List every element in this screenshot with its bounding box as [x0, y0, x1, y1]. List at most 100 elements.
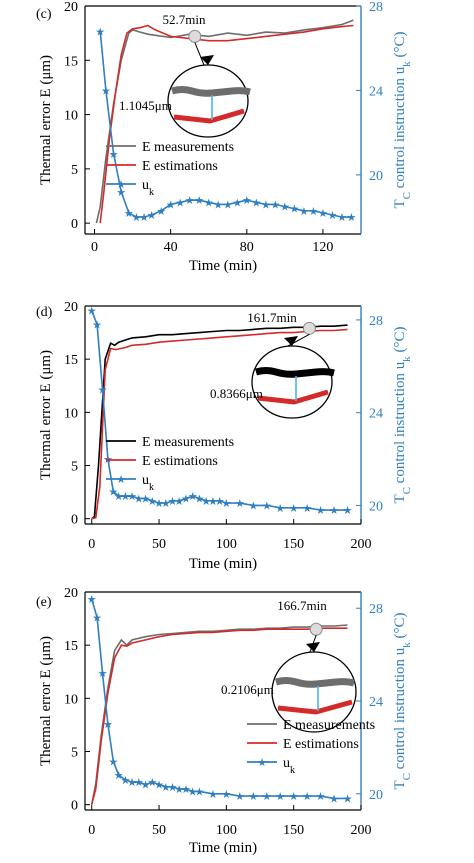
series-star-point: ★ — [108, 487, 118, 499]
series-star-point: ★ — [343, 793, 353, 805]
series-star-point: ★ — [195, 493, 205, 505]
y-left-tick-label: 15 — [64, 639, 78, 654]
series-star-point: ★ — [232, 197, 242, 209]
series-star-point: ★ — [329, 793, 339, 805]
y-left-tick-label: 5 — [71, 746, 78, 761]
series-star-point: ★ — [120, 491, 130, 503]
zoom-pointer-line — [194, 42, 205, 66]
zoom-pointer-arrow — [200, 55, 214, 65]
x-tick-label: 100 — [216, 537, 237, 552]
series-star-point: ★ — [127, 491, 137, 503]
y-left-axis-label: Thermal error E (μm) — [38, 350, 54, 480]
legend-label-1: E measurements — [142, 140, 234, 155]
series-star-point: ★ — [347, 212, 357, 224]
zoom-estimated-line — [277, 699, 353, 715]
series-star-point: ★ — [166, 199, 176, 211]
series-star-point: ★ — [147, 210, 157, 222]
x-tick-label: 80 — [240, 240, 254, 255]
series-star-point: ★ — [194, 195, 204, 207]
series-star-point: ★ — [154, 779, 164, 791]
series-star-point: ★ — [120, 775, 130, 787]
series-star-point: ★ — [223, 199, 233, 211]
y-right-tick-label: 28 — [369, 314, 383, 329]
zoom-marker-ring — [188, 29, 202, 43]
y-left-tick-label: 15 — [64, 54, 78, 69]
series-line-3 — [90, 598, 348, 800]
series-star-point: ★ — [168, 782, 178, 794]
annotation-time-label: 166.7min — [277, 598, 327, 613]
series-line-2 — [90, 627, 348, 805]
series-star-point: ★ — [116, 187, 126, 199]
annotation-time-label: 52.7min — [163, 12, 206, 27]
legend-label-2: E estimations — [142, 454, 218, 469]
series-star-point: ★ — [127, 777, 137, 789]
zoom-pointer-arrow — [284, 336, 298, 346]
y-left-tick-label: 0 — [71, 513, 78, 528]
series-line-1 — [90, 624, 348, 805]
series-star-point: ★ — [235, 498, 245, 510]
legend-label-3: uk — [142, 178, 155, 198]
legend-star: ★ — [116, 474, 126, 486]
y-right-tick-label: 28 — [369, 0, 383, 15]
series-star-point: ★ — [248, 791, 258, 803]
series-star-point: ★ — [242, 195, 252, 207]
annotation-error-label: 0.8366μm — [210, 386, 263, 401]
series-star-point: ★ — [204, 197, 214, 209]
series-star-point: ★ — [302, 791, 312, 803]
x-tick-label: 0 — [88, 823, 95, 838]
y-left-tick-label: 10 — [64, 406, 78, 421]
zoom-measured-line — [274, 677, 355, 688]
series-star-point: ★ — [181, 784, 191, 796]
series-star-point: ★ — [108, 756, 118, 768]
y-right-axis-label: TC control instruction uk (°C) — [392, 613, 413, 790]
zoom-estimated-line — [173, 108, 245, 124]
zoom-marker-ring — [302, 321, 316, 335]
series-star-point: ★ — [329, 505, 339, 517]
series-star-point: ★ — [134, 493, 144, 505]
x-tick-label: 0 — [88, 537, 95, 552]
series-star-point: ★ — [174, 784, 184, 796]
series-star-point: ★ — [141, 779, 151, 791]
legend-label-1: E measurements — [142, 435, 234, 450]
chart-panel-1: (c) 0 40 80 120 0 5 10 15 20 20 24 28 Time (min) Therm… — [36, 0, 413, 274]
series-star-point: ★ — [95, 26, 105, 38]
series-star-point: ★ — [308, 206, 318, 218]
chart-panel-2: (d) 0 50 100 150 200 0 5 10 15 20 20 24 28 Time (min) T… — [36, 300, 413, 572]
annotation-error-label: 1.1045μm — [119, 98, 172, 113]
annotation-time-label: 161.7min — [247, 310, 297, 325]
series-star-point: ★ — [248, 500, 258, 512]
x-axis-label: Time (min) — [189, 840, 257, 856]
series-star-point: ★ — [103, 719, 113, 731]
series-star-point: ★ — [195, 786, 205, 798]
series-line-1 — [91, 324, 348, 520]
panel-label: (d) — [36, 305, 53, 320]
y-right-axis-label: TC control instruction uk (°C) — [392, 32, 413, 209]
series-star-point: ★ — [168, 496, 178, 508]
y-right-tick-label: 24 — [369, 84, 383, 99]
series-star-point: ★ — [161, 498, 171, 510]
series-star-point: ★ — [92, 613, 102, 625]
legend-label-1: E measurements — [283, 718, 375, 733]
series-star-point: ★ — [161, 782, 171, 794]
y-right-tick-label: 20 — [369, 788, 383, 803]
series-star-point: ★ — [213, 199, 223, 211]
series-star-point: ★ — [188, 786, 198, 798]
series-star-point: ★ — [270, 199, 280, 211]
y-right-tick-label: 24 — [369, 407, 383, 422]
x-tick-label: 150 — [283, 823, 304, 838]
x-tick-label: 40 — [164, 240, 178, 255]
series-star-point: ★ — [109, 149, 119, 161]
series-star-point: ★ — [131, 212, 141, 224]
y-left-tick-label: 10 — [64, 109, 78, 124]
legend-star: ★ — [257, 757, 267, 769]
series-star-point: ★ — [114, 770, 124, 782]
series-star-point: ★ — [175, 197, 185, 209]
panel-label: (e) — [36, 595, 52, 610]
series-star-point: ★ — [114, 491, 124, 503]
y-right-tick-label: 20 — [369, 169, 383, 184]
y-right-tick-label: 24 — [369, 695, 383, 710]
x-tick-label: 120 — [312, 240, 333, 255]
y-left-axis-label: Thermal error E (μm) — [38, 55, 54, 185]
series-star-point: ★ — [134, 777, 144, 789]
y-right-tick-label: 20 — [369, 499, 383, 514]
